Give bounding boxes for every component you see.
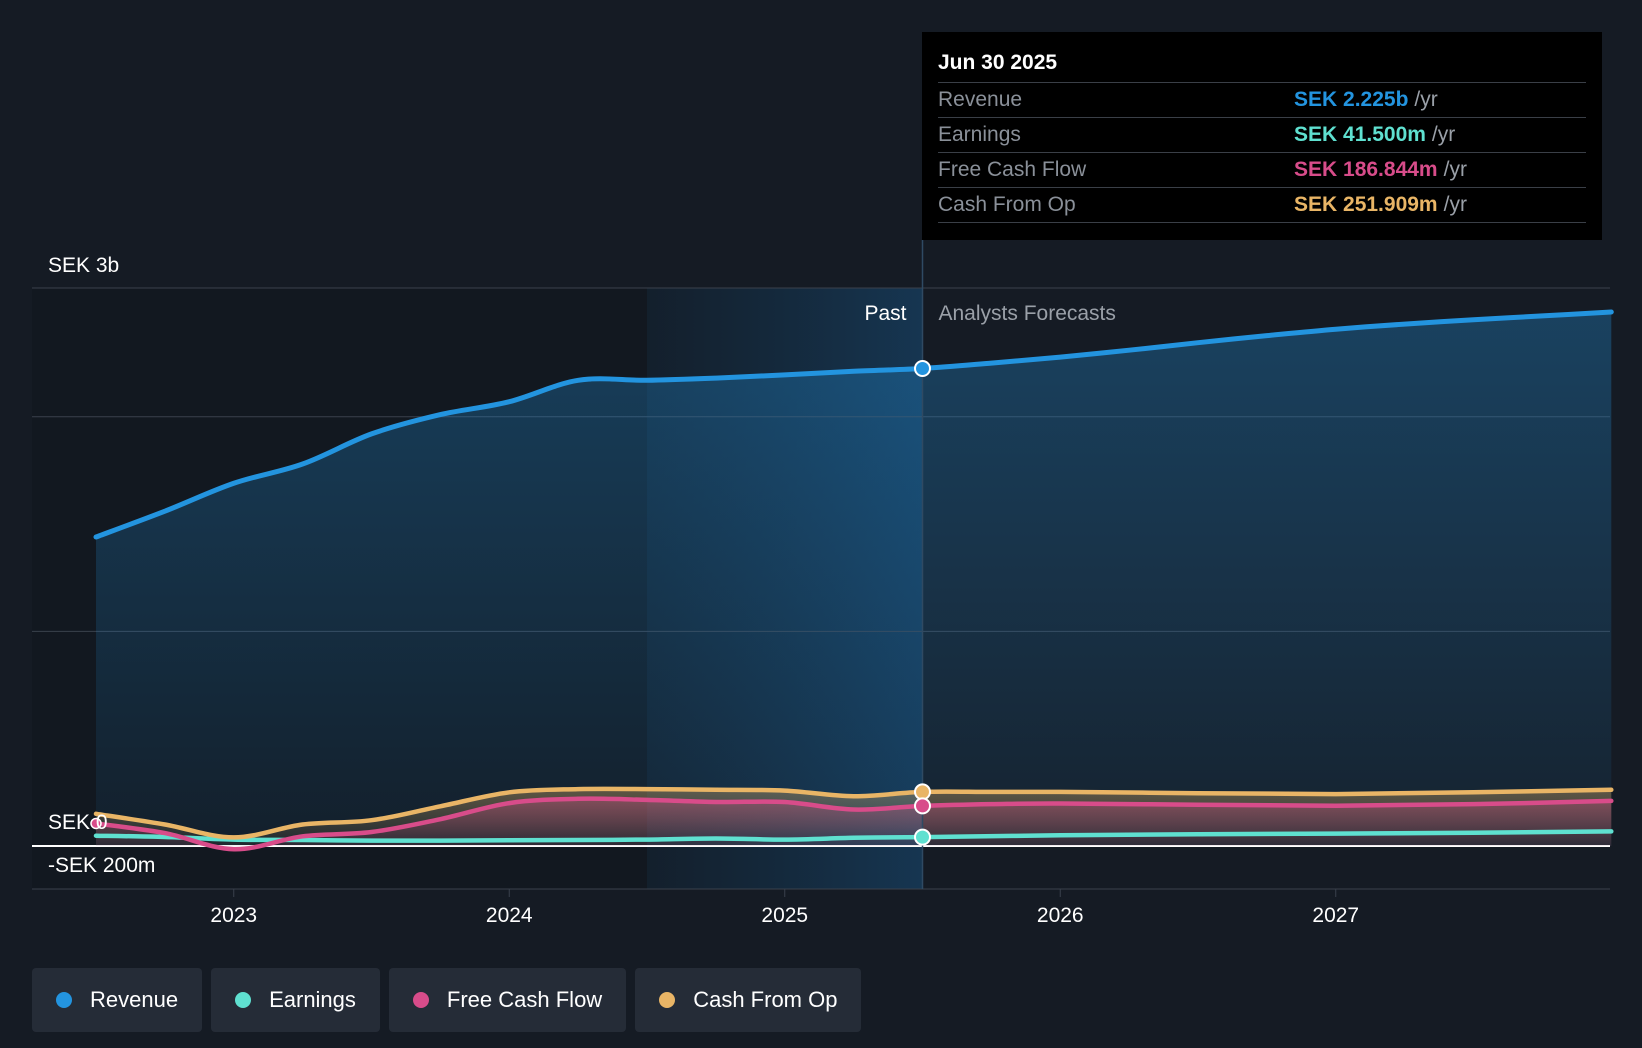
tooltip-row-cash-from-op: Cash From Op SEK 251.909m /yr — [938, 188, 1586, 223]
free-cash-flow-marker — [914, 797, 931, 815]
tooltip-label: Revenue — [938, 88, 1023, 111]
tooltip-label: Cash From Op — [938, 193, 1076, 216]
tooltip-unit: /yr — [1443, 158, 1467, 181]
past-label: Past — [864, 302, 906, 325]
tooltip-label: Earnings — [938, 123, 1021, 146]
tooltip-date: Jun 30 2025 — [938, 50, 1586, 83]
cash-from-op-marker — [914, 783, 931, 801]
legend-label: Revenue — [90, 987, 179, 1012]
tooltip-unit: /yr — [1414, 88, 1438, 111]
free-cash-flow-line — [93, 796, 1614, 852]
tooltip-row-free-cash-flow: Free Cash Flow SEK 186.844m /yr — [938, 153, 1586, 188]
y-axis-label-top: SEK 3b — [48, 254, 119, 277]
free-cash-flow-start-marker — [90, 817, 102, 830]
y-axis-label-zero: SEK 0 — [48, 811, 108, 834]
tooltip-row-earnings: Earnings SEK 41.500m /yr — [938, 118, 1586, 153]
legend-item-cash-from-op[interactable]: Cash From Op — [635, 968, 862, 1032]
x-tick-label: 2025 — [761, 904, 808, 927]
legend-item-revenue[interactable]: Revenue — [32, 968, 203, 1032]
tooltip-label: Free Cash Flow — [938, 158, 1087, 181]
tooltip-unit: /yr — [1431, 123, 1456, 146]
forecast-label: Analysts Forecasts — [939, 302, 1116, 325]
legend-label: Cash From Op — [693, 987, 838, 1012]
legend: Revenue Earnings Free Cash Flow Cash Fro… — [32, 968, 862, 1032]
revenue-dot-icon — [56, 992, 72, 1008]
earnings-line — [93, 829, 1614, 843]
x-tick-label: 2026 — [1037, 904, 1084, 927]
tooltip-value-free-cash-flow: SEK 186.844m — [1294, 158, 1438, 181]
y-axis-label-bottom: -SEK 200m — [48, 854, 155, 877]
legend-item-free-cash-flow[interactable]: Free Cash Flow — [388, 968, 627, 1032]
x-tick-label: 2027 — [1312, 904, 1359, 927]
earnings-dot-icon — [235, 992, 252, 1008]
legend-label: Free Cash Flow — [446, 987, 603, 1012]
revenue-area — [96, 312, 1612, 846]
x-tick-label: 2024 — [486, 904, 533, 927]
tooltip-value-cash-from-op: SEK 251.909m — [1294, 193, 1438, 216]
free-cash-flow-dot-icon — [412, 992, 429, 1008]
legend-item-earnings[interactable]: Earnings — [211, 968, 380, 1032]
cash-from-op-line — [93, 786, 1614, 840]
cash-from-op-dot-icon — [659, 992, 676, 1008]
earnings-marker — [914, 828, 931, 846]
tooltip-value-earnings: SEK 41.500m — [1294, 123, 1426, 146]
legend-label: Earnings — [269, 987, 356, 1012]
tooltip-row-revenue: Revenue SEK 2.225b /yr — [938, 83, 1586, 118]
tooltip: Jun 30 2025 Revenue SEK 2.225b /yr Earni… — [922, 32, 1602, 240]
x-tick-label: 2023 — [210, 904, 257, 927]
tooltip-unit: /yr — [1443, 193, 1467, 216]
revenue-line — [93, 309, 1614, 540]
tooltip-value-revenue: SEK 2.225b — [1294, 88, 1409, 111]
revenue-marker — [914, 359, 931, 377]
